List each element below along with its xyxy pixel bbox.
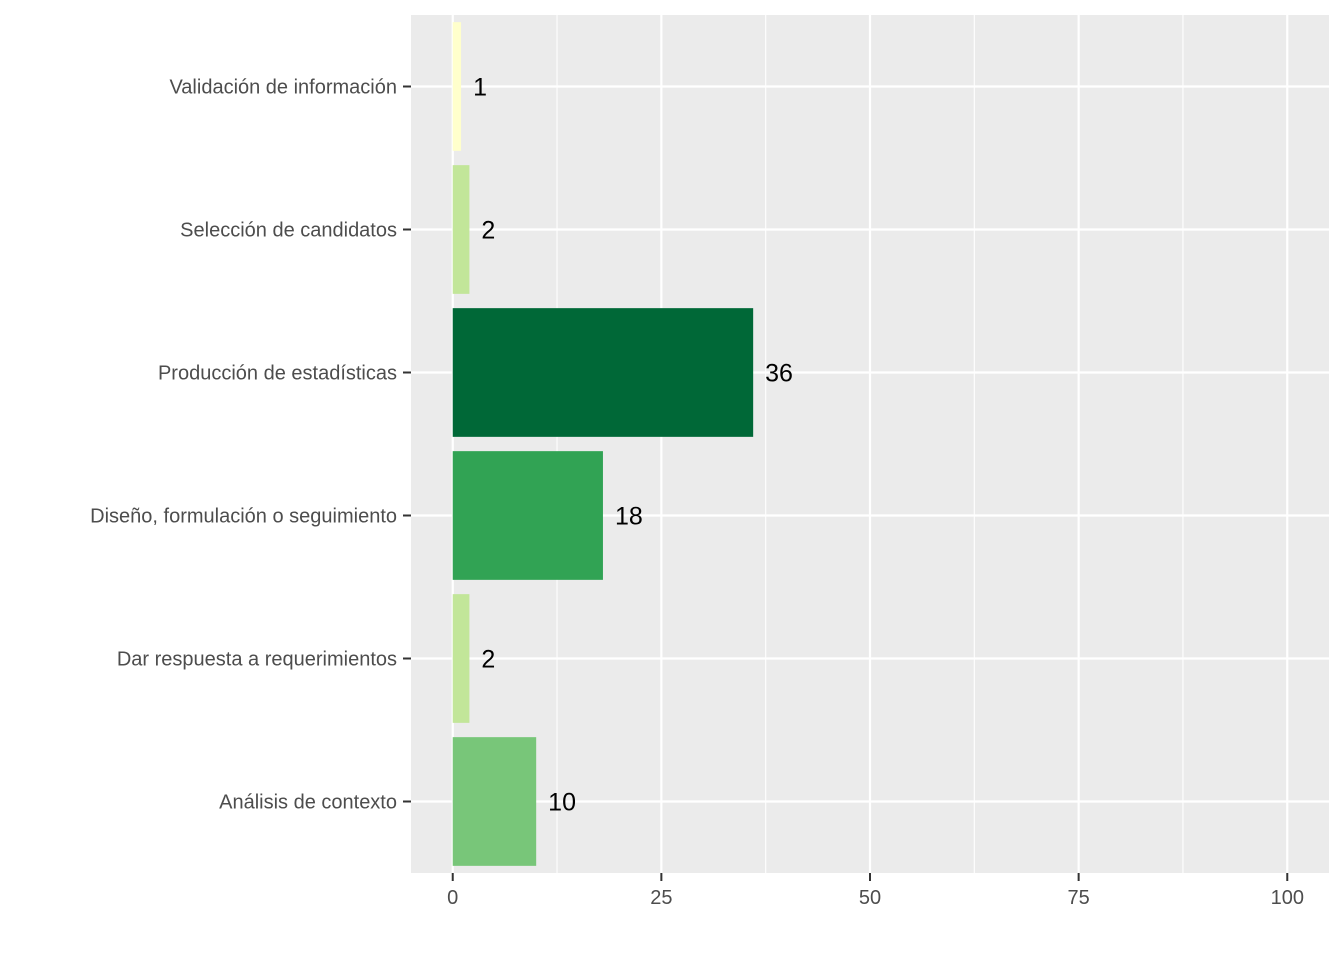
x-tick-label: 0 (447, 887, 458, 909)
category-label: Producción de estadísticas (158, 363, 397, 385)
x-tick-label: 75 (1068, 887, 1090, 909)
bar (452, 165, 470, 294)
category-label: Validación de información (169, 77, 397, 99)
bars (452, 22, 754, 866)
bar-value-label: 2 (481, 217, 495, 245)
x-tick-label: 100 (1271, 887, 1304, 909)
bar (452, 451, 603, 580)
bar-value-label: 2 (481, 646, 495, 674)
bar-value-label: 1 (473, 74, 487, 102)
data-labels: 1 2 36 18 2 10 (473, 74, 793, 817)
bar (452, 308, 754, 437)
x-tick-label: 25 (650, 887, 672, 909)
category-label: Diseño, formulación o seguimiento (90, 506, 397, 528)
bar (452, 737, 537, 866)
x-axis: 0 25 50 75 100 (447, 873, 1304, 909)
grid-lines (411, 15, 1329, 873)
bar-value-label: 36 (765, 360, 793, 388)
bar (452, 594, 470, 723)
category-label: Análisis de contexto (219, 792, 397, 814)
category-label: Selección de candidatos (180, 220, 397, 242)
y-axis: Validación de información Selección de ca… (90, 77, 411, 814)
bar-value-label: 10 (548, 789, 576, 817)
bar (452, 22, 462, 151)
bar-value-label: 18 (615, 503, 643, 531)
x-tick-label: 50 (859, 887, 881, 909)
category-label: Dar respuesta a requerimientos (117, 649, 397, 671)
